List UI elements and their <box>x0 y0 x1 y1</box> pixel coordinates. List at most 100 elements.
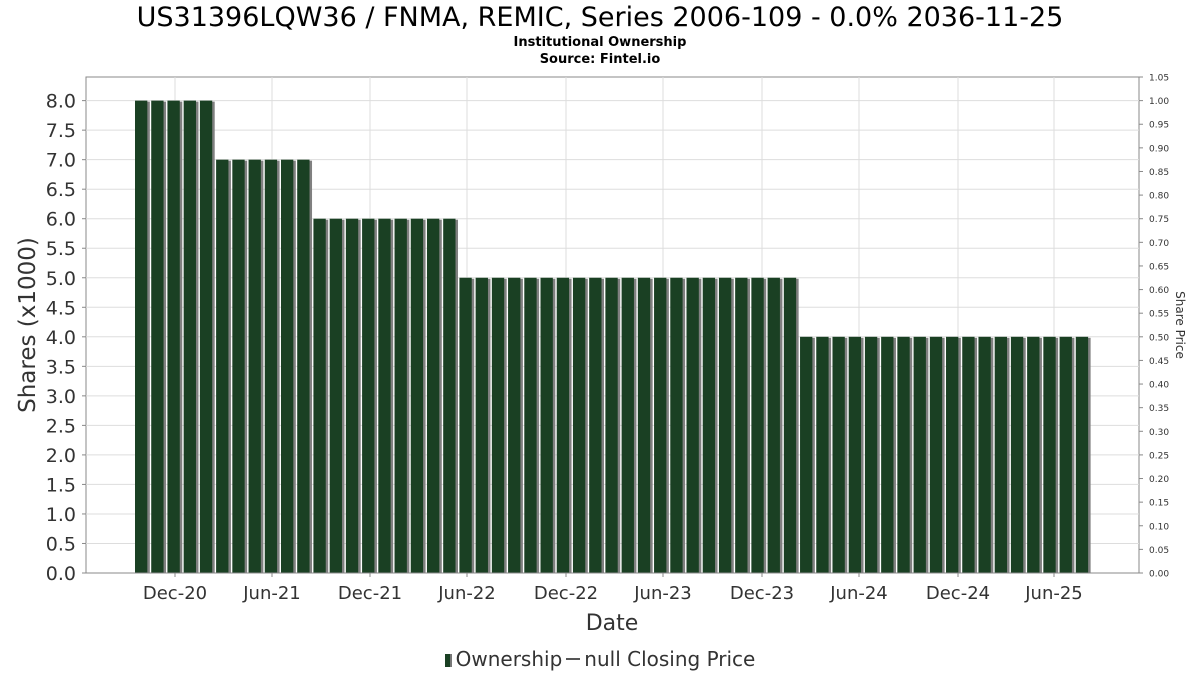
y2-tick-label: 0.05 <box>1149 546 1169 556</box>
y2-tick-label: 0.80 <box>1149 192 1169 202</box>
y2-tick-label: 0.15 <box>1149 499 1169 509</box>
y2-tick-label: 1.05 <box>1149 74 1169 84</box>
ownership-bar <box>816 336 829 573</box>
y2-tick-label: 0.25 <box>1149 451 1169 461</box>
ownership-bar <box>508 277 521 573</box>
y-axis-label: Shares (x1000) <box>15 237 41 413</box>
y2-axis-label: Share Price <box>1173 291 1187 359</box>
ownership-bar <box>410 218 424 573</box>
ownership-bar <box>848 336 862 573</box>
x-tick-label: Dec-22 <box>534 583 598 604</box>
x-tick-label: Jun-24 <box>829 583 888 604</box>
y2-tick-label: 0.55 <box>1149 310 1169 320</box>
ownership-bar <box>1043 336 1056 573</box>
ownership-bar <box>443 218 456 573</box>
ownership-bar <box>946 336 959 573</box>
ownership-bar <box>735 277 748 573</box>
ownership-bar <box>1075 336 1089 573</box>
x-tick-label: Dec-23 <box>730 583 794 604</box>
y2-tick-label: 0.20 <box>1149 475 1169 485</box>
y2-tick-label: 0.65 <box>1149 262 1169 272</box>
ownership-bar <box>297 159 310 573</box>
y-tick-label: 7.0 <box>46 150 76 172</box>
ownership-bar <box>767 277 780 573</box>
ownership-legend-label: Ownership <box>455 647 563 671</box>
ownership-bar <box>994 336 1008 573</box>
x-tick-label: Jun-22 <box>437 583 496 604</box>
x-tick-label: Dec-24 <box>926 583 990 604</box>
y2-tick-label: 0.35 <box>1149 404 1169 414</box>
y-tick-label: 1.5 <box>46 474 76 496</box>
x-tick-label: Dec-20 <box>143 583 207 604</box>
ownership-bar <box>329 218 342 573</box>
ownership-bar <box>783 277 797 573</box>
ownership-bar <box>426 218 440 573</box>
ownership-legend-swatch <box>444 654 452 667</box>
ownership-bar <box>702 277 716 573</box>
y-tick-label: 5.0 <box>46 268 76 290</box>
ownership-bar <box>1027 336 1040 573</box>
ownership-bar <box>654 277 667 573</box>
ownership-bar <box>718 277 732 573</box>
ownership-bar <box>897 336 910 573</box>
x-tick-label: Jun-21 <box>242 583 301 604</box>
ownership-bar <box>345 218 359 573</box>
x-axis-label: Date <box>586 611 639 636</box>
ownership-bar <box>1059 336 1072 573</box>
ownership-bar <box>394 218 407 573</box>
y-tick-label: 4.5 <box>46 297 76 319</box>
y-tick-label: 4.0 <box>46 327 76 349</box>
y-tick-label: 1.0 <box>46 504 76 526</box>
ownership-bar <box>540 277 553 573</box>
ownership-bar <box>832 336 845 573</box>
chart-source: Source: Fintel.io <box>539 52 661 67</box>
y-tick-label: 3.5 <box>46 356 76 378</box>
y2-tick-label: 0.30 <box>1149 428 1169 438</box>
ownership-bar <box>1010 336 1024 573</box>
ownership-bar <box>475 277 488 573</box>
ownership-bar <box>913 336 926 573</box>
y-tick-label: 6.0 <box>46 209 76 231</box>
y2-tick-label: 0.75 <box>1149 215 1169 225</box>
y-tick-label: 7.5 <box>46 120 76 142</box>
ownership-bar <box>637 277 651 573</box>
ownership-bar <box>167 100 180 573</box>
ownership-bar <box>491 277 505 573</box>
y-tick-label: 2.5 <box>46 415 76 437</box>
y2-tick-label: 0.95 <box>1149 121 1169 131</box>
ownership-bar <box>881 336 894 573</box>
legend: Ownership null Closing Price <box>0 647 1200 671</box>
y2-tick-label: 0.60 <box>1149 286 1169 296</box>
ownership-bar <box>183 100 196 573</box>
y-tick-label: 0.5 <box>46 533 76 555</box>
ownership-bar <box>686 277 699 573</box>
y2-tick-label: 1.00 <box>1149 97 1169 107</box>
y-tick-label: 8.0 <box>46 91 76 113</box>
ownership-bar <box>151 100 164 573</box>
ownership-bar <box>362 218 375 573</box>
ownership-bar <box>929 336 943 573</box>
ownership-bar <box>621 277 634 573</box>
y-tick-label: 2.0 <box>46 445 76 467</box>
y-tick-label: 5.5 <box>46 238 76 260</box>
ownership-bar <box>589 277 602 573</box>
y-tick-label: 3.0 <box>46 386 76 408</box>
ownership-bar <box>864 336 878 573</box>
price-legend-label: null Closing Price <box>584 647 756 671</box>
chart-subtitle: Institutional Ownership <box>513 35 687 50</box>
chart-title: US31396LQW36 / FNMA, REMIC, Series 2006-… <box>136 2 1064 33</box>
y2-tick-label: 0.85 <box>1149 168 1169 178</box>
ownership-bar <box>232 159 245 573</box>
y-tick-label: 6.5 <box>46 179 76 201</box>
x-tick-label: Jun-25 <box>1024 583 1083 604</box>
ownership-bar <box>199 100 213 573</box>
x-tick-label: Jun-23 <box>633 583 692 604</box>
ownership-bar <box>378 218 391 573</box>
ownership-bar <box>524 277 537 573</box>
y2-tick-label: 0.45 <box>1149 357 1169 367</box>
ownership-bar <box>572 277 586 573</box>
price-legend-swatch <box>566 658 581 660</box>
ownership-chart: 0.0 0.5 1.0 1.5 2.0 2.5 3.0 3.5 4.0 4.5 5.0 5.5 6.0 6… <box>15 74 1187 637</box>
y2-tick-label: 0.90 <box>1149 144 1169 154</box>
ownership-bar <box>605 277 618 573</box>
